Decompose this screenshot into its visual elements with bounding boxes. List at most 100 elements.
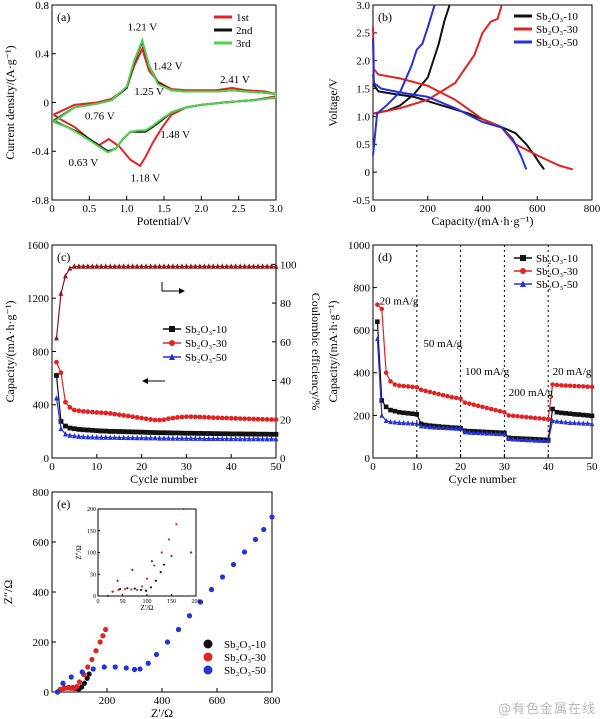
data-point — [237, 435, 243, 442]
data-point — [175, 435, 180, 441]
data-point — [215, 263, 221, 269]
x-tick-label: 200 — [99, 695, 116, 707]
data-point — [269, 431, 274, 437]
data-point — [219, 435, 225, 442]
data-point — [112, 434, 118, 440]
data-point — [423, 388, 428, 394]
data-point — [197, 430, 203, 436]
data-point — [251, 431, 256, 437]
data-point — [445, 425, 450, 431]
data-point — [233, 435, 239, 442]
data-point — [375, 302, 380, 307]
panel-label: (b) — [378, 10, 392, 24]
y-tick-label: 0 — [365, 453, 371, 465]
x-tick-label: 0 — [49, 461, 55, 473]
data-point — [264, 435, 270, 442]
y-tick-label: 400 — [33, 587, 50, 599]
data-point — [475, 429, 481, 436]
data-point — [188, 263, 194, 269]
data-point — [488, 430, 494, 436]
inset-frame — [97, 508, 197, 597]
data-point — [251, 435, 256, 442]
data-point — [532, 437, 538, 443]
x-axis-title: Potential/V — [137, 214, 192, 228]
data-point — [475, 403, 481, 409]
impedance-point — [123, 665, 129, 671]
y-right-tick-label: 60 — [280, 337, 292, 349]
data-point — [103, 263, 109, 269]
data-point — [116, 412, 122, 418]
data-point — [89, 409, 95, 415]
data-point — [184, 414, 189, 420]
data-point — [161, 263, 167, 269]
x-tick-label: 10 — [91, 461, 103, 473]
inset-y-axis-title: Z″/Ω — [75, 545, 83, 559]
data-point — [76, 408, 82, 414]
y-tick-label: 1000 — [348, 240, 371, 252]
data-point — [89, 263, 95, 269]
data-point — [375, 335, 380, 342]
legend-label: Sb₂O₃-30 — [536, 24, 578, 36]
legend-marker — [520, 280, 526, 287]
data-point — [375, 319, 380, 324]
x-tick-label: 50 — [271, 461, 283, 473]
data-point — [152, 417, 158, 423]
data-point — [233, 431, 239, 437]
data-point — [76, 426, 82, 432]
y-axis-title: Current density/(A·g⁻¹) — [3, 45, 17, 159]
impedance-point — [93, 648, 99, 654]
data-point — [264, 431, 270, 437]
data-point — [580, 420, 586, 426]
data-point — [121, 263, 127, 269]
data-point — [107, 434, 113, 440]
inset-y-tick-label: 150 — [87, 529, 96, 535]
impedance-point — [230, 561, 237, 568]
legend-label: Sb₂O₃-10 — [185, 324, 227, 336]
y-axis-title: Capacity/(mA·h·g⁻¹) — [3, 301, 17, 403]
impedance-point — [76, 679, 83, 685]
y-right-tick-label: 20 — [280, 414, 292, 426]
data-point — [54, 395, 59, 401]
data-point — [273, 435, 279, 442]
x-tick-label: 800 — [584, 203, 600, 215]
data-point — [72, 426, 77, 432]
data-point — [453, 395, 459, 401]
data-point — [255, 416, 261, 422]
data-point — [219, 263, 225, 269]
inset-impedance-point — [106, 594, 109, 598]
data-point — [215, 415, 221, 421]
data-point — [58, 425, 64, 432]
data-point — [423, 423, 428, 429]
chart-d: 0 10 20 30 40 50 0 200 400 600 800 1000 Cycle number… — [326, 240, 598, 486]
data-point — [148, 435, 153, 441]
inset-impedance-point — [141, 585, 144, 588]
data-point — [121, 413, 127, 418]
data-point — [506, 435, 512, 442]
legend-label: Sb₂O₃-30 — [185, 338, 227, 350]
legend-label: Sb₂O₃-50 — [536, 37, 578, 49]
x-axis-title: Cycle number — [449, 472, 517, 486]
data-point — [201, 263, 207, 269]
inset-y-tick-label: 0 — [93, 594, 96, 600]
y-tick-label: 0 — [44, 687, 50, 699]
data-point — [273, 263, 279, 269]
data-point — [440, 424, 446, 431]
impedance-point — [90, 666, 96, 672]
legend-label: Sb₂O₃-50 — [185, 352, 227, 364]
impedance-point — [68, 674, 74, 680]
data-point — [255, 435, 261, 442]
data-point — [148, 416, 153, 422]
data-point — [224, 415, 230, 421]
data-point — [559, 410, 564, 416]
data-point — [410, 411, 415, 416]
y-tick-label: 0 — [365, 167, 371, 179]
legend-label: Sb₂O₃-10 — [536, 253, 578, 265]
data-point — [545, 416, 551, 422]
inset-impedance-point — [140, 588, 143, 592]
data-point — [58, 290, 64, 296]
panel-label: (d) — [378, 250, 392, 264]
discharge-curve — [372, 27, 574, 171]
x-tick-label: 40 — [226, 461, 238, 473]
data-point — [379, 306, 385, 312]
data-point — [388, 379, 393, 384]
